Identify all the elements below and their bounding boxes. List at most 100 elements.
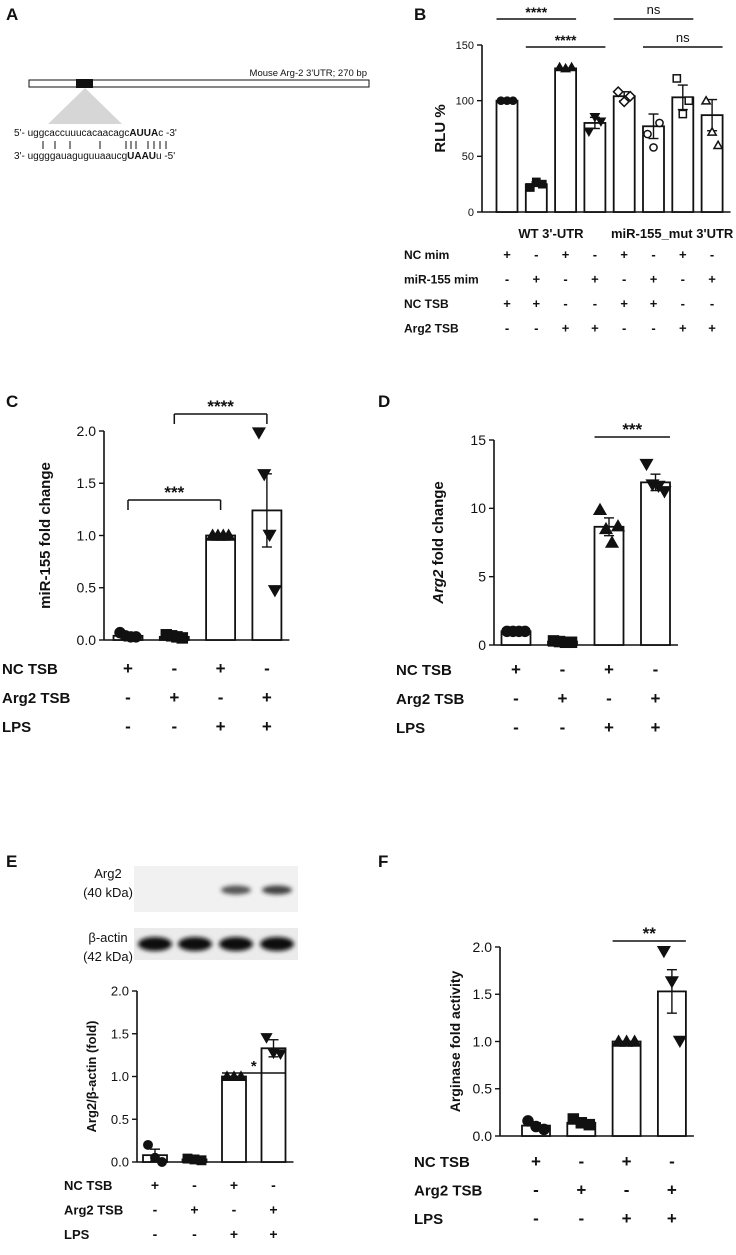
panel-letter-f: F [378,852,388,871]
data-point [610,519,626,532]
condition-sign: - [505,321,509,336]
data-point [655,118,664,128]
condition-sign: - [710,296,714,311]
condition-sign: + [262,688,272,707]
blot-actin-kda: (42 kDa) [83,949,133,964]
condition-sign: + [533,296,541,311]
condition-sign: - [593,296,597,311]
chart-e-arg2-actin: 0.0 0.5 1.0 1.5 2.0 Arg2/β-actin (fold) * NC TS… [64,984,294,1242]
bar [205,534,237,641]
condition-sign: - [534,247,538,262]
blot-arg2-label: Arg2 [94,866,121,881]
data-point [583,1118,596,1131]
panel-a-utr-diagram: Mouse Arg-2 3'UTR; 270 bp 5'- uggcaccuuu… [14,68,370,162]
data-point [706,126,718,136]
data-point [643,129,652,139]
data-point [538,1123,550,1136]
y-tick-label: 0.0 [111,1155,129,1170]
actin-band [178,937,212,951]
bar [583,122,607,213]
condition-sign: + [169,688,179,707]
condition-sign: - [578,1209,584,1228]
condition-sign: + [651,689,661,708]
data-point [267,585,282,598]
data-point [583,127,595,137]
arg2-band [221,885,251,895]
data-point [604,535,620,548]
condition-sign: - [606,689,612,708]
significance-label: **** [525,4,547,20]
condition-sign: - [624,1181,630,1200]
condition-sign: - [513,689,519,708]
condition-sign: - [681,272,685,287]
condition-sign: - [560,660,566,679]
data-point [554,61,566,72]
y-tick-label: 1.5 [77,475,97,491]
sequence-top: 5'- uggcaccuuucacaacagcAUUAc -3' [14,128,177,139]
condition-sign: - [593,247,597,262]
data-point [143,1139,153,1150]
y-tick-label: 0.0 [473,1128,493,1144]
condition-sign: + [679,321,687,336]
data-point [639,458,654,472]
data-point [627,1034,642,1047]
condition-sign: + [531,1152,541,1171]
panel-letter-b: B [414,5,426,24]
actin-band [260,937,294,951]
data-point [157,1157,167,1167]
condition-sign: + [533,272,541,287]
condition-sign: + [503,247,511,262]
condition-sign: + [622,1152,632,1171]
condition-sign: - [218,688,224,707]
condition-sign: + [230,1226,238,1242]
condition-label: Arg2 TSB [2,690,71,707]
condition-sign: + [667,1209,677,1228]
y-tick-label: 0.5 [77,580,97,596]
condition-sign: + [604,718,614,737]
utr-bar [28,79,370,88]
significance-label: ns [676,30,690,45]
condition-sign: - [171,717,177,736]
data-point [589,113,601,123]
data-point [176,632,189,644]
bar [554,67,577,213]
blot-arg2-kda: (40 kDa) [83,885,133,900]
significance-label: **** [555,32,577,48]
y-tick-label: 50 [462,151,474,163]
panel-letter-d: D [378,392,390,411]
data-point [649,143,658,152]
condition-sign: - [264,659,270,678]
significance-label: *** [164,483,184,502]
condition-sign: - [710,247,714,262]
condition-sign: - [563,272,567,287]
condition-sign: - [153,1202,158,1218]
condition-sign: + [604,660,614,679]
y-tick-label: 100 [456,96,474,108]
data-point [220,1070,234,1082]
condition-sign: + [651,718,661,737]
condition-sign: - [669,1152,675,1171]
significance-label: **** [207,397,234,416]
y-tick-label: 2.0 [111,984,129,999]
actin-band [219,937,253,951]
condition-sign: + [262,717,272,736]
data-point [624,90,636,102]
data-point [598,521,614,535]
condition-label: NC TSB [396,662,452,679]
data-point [592,502,608,515]
data-point [678,109,688,119]
y-tick-label: 1.0 [473,1033,493,1049]
arg2-band [262,885,292,895]
condition-sign: - [232,1202,237,1218]
condition-label: NC TSB [2,661,58,678]
condition-label: Arg2 TSB [414,1183,483,1200]
data-point [257,469,272,482]
condition-label: LPS [414,1211,443,1228]
condition-sign: + [216,659,226,678]
condition-label: LPS [64,1227,90,1242]
y-tick-label: 10 [470,500,486,516]
utr-label: Mouse Arg-2 3'UTR; 270 bp [250,68,367,79]
data-point [672,1035,687,1049]
